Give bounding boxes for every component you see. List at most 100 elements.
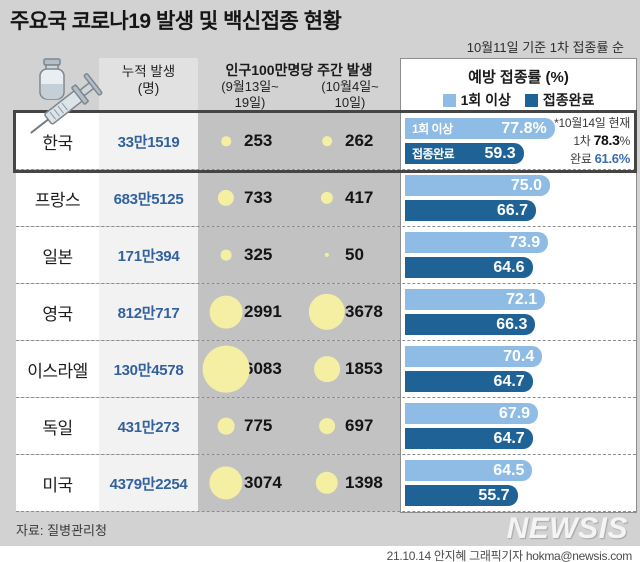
rate-bars-cell: 1회 이상 70.4 접종완료 64.7 *10월14일 현재 1차 78.3%…: [400, 341, 636, 397]
table-row: 일본 171만394 325 50 1회 이상 73.9 접종완료 64.6 *…: [16, 227, 636, 284]
weekly-cells: 775 697: [198, 398, 400, 454]
complete-value: 66.7: [496, 201, 529, 219]
weekly-cells: 325 50: [198, 227, 400, 283]
table-row: 이스라엘 130만4578 6083 1853 1회 이상 70.4 접종완료 …: [16, 341, 636, 398]
week2-count: 417: [345, 188, 374, 207]
country-name: 독일: [16, 398, 99, 454]
week1-bubble: [209, 466, 243, 500]
week1-count: 733: [244, 188, 273, 207]
week2-cell: 50: [299, 227, 400, 283]
week1-bubble: [220, 249, 232, 261]
week2-cell: 417: [299, 170, 400, 226]
cumulative-header: 누적 발생 (명): [121, 64, 176, 96]
week1-count: 6083: [244, 359, 282, 378]
korea-note: *10월14일 현재 1차 78.3% 완료 61.6%: [554, 115, 630, 168]
week2-bubble: [320, 191, 334, 205]
week2-cell: 1398: [299, 455, 400, 511]
cumulative-count: 431만273: [99, 398, 198, 454]
weekly-cells: 253 262: [198, 113, 400, 169]
complete-value: 64.6: [493, 258, 525, 276]
week2-cell: 697: [299, 398, 400, 454]
country-name: 영국: [16, 284, 99, 340]
dose1-bar: 1회 이상 64.5: [405, 460, 533, 481]
cumulative-count: 4379만2254: [99, 455, 198, 511]
complete-bar: 접종완료 59.3: [405, 143, 524, 164]
week2-count: 50: [345, 245, 364, 264]
week1-cell: 2991: [198, 284, 299, 340]
credit-line: 21.10.14 안지혜 그래픽기자 hokma@newsis.com: [386, 549, 633, 562]
table-rows: 한국 33만1519 253 262 1회 이상 77.8% 접종완료 59.3…: [16, 113, 636, 512]
complete-value: 59.3: [484, 144, 516, 162]
legend-item-complete: 접종완료: [524, 90, 595, 110]
table-row: 한국 33만1519 253 262 1회 이상 77.8% 접종완료 59.3…: [16, 113, 636, 170]
rate-bars-cell: 1회 이상 75.0 접종완료 66.7 *10월14일 현재 1차 78.3%…: [400, 170, 636, 226]
week2-bubble: [319, 418, 335, 434]
week1-count: 3074: [244, 473, 282, 492]
week2-count: 262: [345, 131, 374, 150]
week1-cell: 325: [198, 227, 299, 283]
legend-label-complete: 접종완료: [542, 92, 595, 108]
dose1-value: 67.9: [498, 404, 531, 422]
weekly-cells: 733 417: [198, 170, 400, 226]
week1-bubble: [217, 417, 235, 435]
week1-count: 325: [244, 245, 273, 264]
week1-bubble: [202, 345, 250, 393]
complete-value: 64.7: [493, 372, 525, 390]
country-name: 한국: [16, 113, 99, 169]
rate-bars-cell: 1회 이상 67.9 접종완료 64.7 *10월14일 현재 1차 78.3%…: [400, 398, 636, 454]
country-name: 이스라엘: [16, 341, 99, 397]
rate-bars-cell: 1회 이상 72.1 접종완료 66.3 *10월14일 현재 1차 78.3%…: [400, 284, 636, 340]
dose1-value: 72.1: [505, 290, 538, 308]
weekly-header: 인구100만명당 주간 발생: [225, 62, 373, 78]
complete-bar: 접종완료 64.6: [405, 257, 533, 278]
week2-bubble: [324, 252, 330, 258]
table-row: 프랑스 683만5125 733 417 1회 이상 75.0 접종완료 66.…: [16, 170, 636, 227]
legend-swatch-dose1: [442, 93, 456, 107]
vaccine-syringe-icon: [30, 58, 103, 134]
dose1-value: 70.4: [503, 347, 535, 365]
complete-bar: 접종완료 66.3: [405, 314, 536, 335]
week1-cell: 253: [198, 113, 299, 169]
dose1-bar: 1회 이상 70.4: [405, 346, 543, 367]
week2-bubble: [308, 293, 346, 331]
week2-count: 3678: [345, 302, 383, 321]
table-row: 영국 812만717 2991 3678 1회 이상 72.1 접종완료 66.…: [16, 284, 636, 341]
cumulative-count: 171만394: [99, 227, 198, 283]
complete-bar-label: 접종완료: [412, 147, 455, 161]
korea-note-line2: 1차 78.3%: [573, 132, 630, 148]
week2-count: 1853: [345, 359, 383, 378]
complete-bar: 접종완료 64.7: [405, 371, 533, 392]
legend: 1회 이상 접종완료: [400, 90, 637, 110]
dose1-bar: 1회 이상 73.9: [405, 232, 549, 253]
country-name: 프랑스: [16, 170, 99, 226]
dose1-bar: 1회 이상 67.9: [405, 403, 539, 424]
week2-cell: 262: [299, 113, 400, 169]
sort-note: 10월11일 기준 1차 접종률 순: [466, 40, 624, 55]
newsis-logo: NEWSIS: [506, 512, 628, 545]
weekly-cells: 2991 3678: [198, 284, 400, 340]
legend-item-dose1: 1회 이상: [442, 90, 511, 110]
week1-bubble: [209, 295, 243, 329]
week1-count: 2991: [244, 302, 282, 321]
week1-bubble: [217, 189, 235, 207]
page-title: 주요국 코로나19 발생 및 백신접종 현황: [10, 10, 342, 33]
rate-bars-cell: 1회 이상 64.5 접종완료 55.7 *10월14일 현재 1차 78.3%…: [400, 455, 636, 511]
complete-bar: 접종완료 55.7: [405, 485, 518, 506]
week2-bubble: [314, 356, 340, 382]
dose1-value: 75.0: [510, 176, 542, 194]
weekly-cells: 3074 1398: [198, 455, 400, 511]
dose1-value: 73.9: [509, 233, 541, 251]
cumulative-count: 33만1519: [99, 113, 198, 169]
complete-bar: 접종완료 64.7: [405, 428, 533, 449]
country-name: 미국: [16, 455, 99, 511]
week2-period-label: (10월4일~ 10일): [321, 79, 379, 110]
cumulative-count: 683만5125: [99, 170, 198, 226]
korea-note-line3: 완료 61.6%: [570, 151, 630, 166]
week2-count: 697: [345, 416, 374, 435]
week1-cell: 3074: [198, 455, 299, 511]
source-label: 자료: 질병관리청: [16, 523, 107, 538]
table-row: 미국 4379만2254 3074 1398 1회 이상 64.5 접종완료 5…: [16, 455, 636, 512]
cumulative-count: 812만717: [99, 284, 198, 340]
week2-cell: 3678: [299, 284, 400, 340]
